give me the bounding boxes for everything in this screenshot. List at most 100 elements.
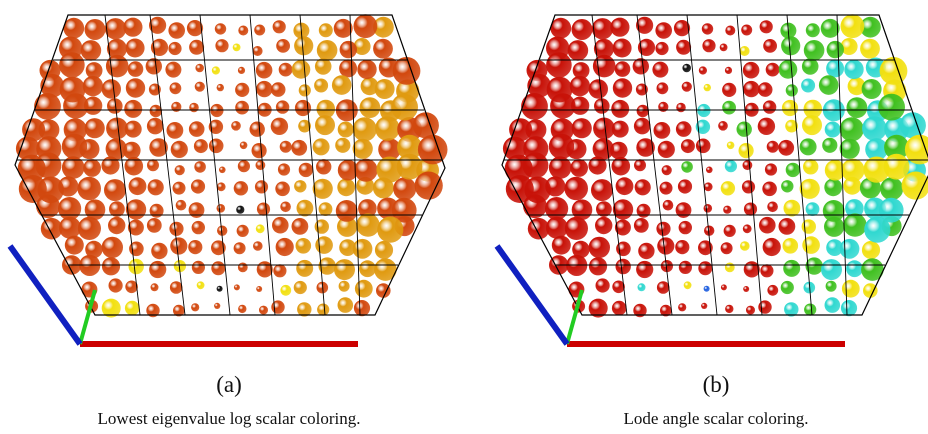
sphere [721, 242, 733, 254]
sphere [356, 213, 379, 236]
sphere [189, 202, 205, 218]
sphere [572, 199, 593, 220]
sphere [635, 179, 651, 195]
sphere [679, 261, 692, 274]
sphere [151, 283, 159, 291]
sphere [125, 301, 140, 316]
sphere [521, 93, 548, 120]
sphere [272, 217, 289, 234]
sphere [826, 281, 837, 292]
sphere [173, 182, 186, 195]
sphere [862, 79, 882, 99]
sphere [842, 280, 860, 298]
sphere [354, 159, 377, 182]
sphere [840, 239, 860, 259]
sphere [704, 286, 710, 292]
sphere [572, 19, 593, 40]
sphere [682, 64, 691, 73]
sphere [802, 115, 822, 135]
sphere [746, 306, 755, 315]
sphere [786, 163, 800, 177]
sphere [825, 122, 841, 138]
sphere [678, 303, 686, 311]
sphere [315, 236, 333, 254]
sphere [314, 79, 328, 93]
sphere [355, 280, 373, 298]
sphere [800, 138, 817, 155]
sphere [373, 39, 393, 59]
sphere [596, 278, 610, 292]
sphere [706, 167, 713, 174]
sphere [85, 118, 105, 138]
sphere [727, 142, 735, 150]
sphere [253, 46, 263, 56]
sphere [106, 138, 127, 159]
sphere [150, 105, 162, 117]
sphere [725, 263, 735, 273]
sphere [60, 77, 86, 103]
sphere [766, 63, 780, 77]
sphere [634, 118, 651, 135]
sphere [722, 101, 736, 115]
sphere [234, 242, 246, 254]
sphere [827, 41, 844, 58]
sphere [235, 101, 249, 115]
sphere [317, 40, 338, 61]
sphere [83, 76, 103, 96]
sphere [723, 206, 731, 214]
sphere [62, 134, 87, 159]
sphere [85, 199, 106, 220]
sphere [292, 218, 309, 235]
sphere [657, 281, 670, 294]
sphere [176, 200, 187, 211]
sphere [167, 122, 184, 139]
sphere [215, 39, 228, 52]
sphere [197, 281, 205, 289]
sphere [652, 62, 668, 78]
sphere [252, 143, 267, 158]
sphere [743, 286, 749, 292]
caption: Lowest eigenvalue log scalar coloring. [98, 409, 361, 428]
sphere [545, 197, 568, 220]
sphere [657, 82, 669, 94]
sphere [255, 180, 268, 193]
sphere [238, 305, 246, 313]
sphere [214, 303, 220, 309]
sphere [259, 306, 268, 315]
sphere [843, 213, 866, 236]
sphere [864, 217, 890, 243]
sphere [767, 141, 779, 153]
sphere [840, 139, 860, 159]
sphere [147, 159, 159, 171]
sphere [722, 83, 736, 97]
sphere [758, 300, 771, 313]
sphere [377, 217, 403, 243]
sphere [696, 139, 711, 154]
sphere [783, 260, 800, 277]
sphere [826, 59, 844, 77]
sphere [742, 180, 755, 193]
sphere [681, 161, 693, 173]
sphere [634, 159, 646, 171]
sphere [570, 76, 590, 96]
sphere [271, 82, 286, 97]
sphere [194, 139, 208, 153]
sphere [256, 81, 272, 97]
sphere [699, 66, 707, 74]
sphere [678, 179, 692, 193]
sphere [765, 163, 777, 175]
sphere [315, 58, 332, 75]
sphere [278, 163, 290, 175]
sphere [638, 283, 646, 291]
sphere [682, 82, 692, 92]
sphere [612, 301, 627, 316]
sphere [593, 55, 616, 78]
sphere [862, 116, 887, 141]
sphere [725, 67, 732, 74]
sphere [271, 118, 288, 135]
sphere [760, 264, 773, 277]
sphere [802, 236, 820, 254]
sphere [655, 22, 672, 39]
sphere [841, 14, 865, 38]
sphere [254, 25, 265, 36]
